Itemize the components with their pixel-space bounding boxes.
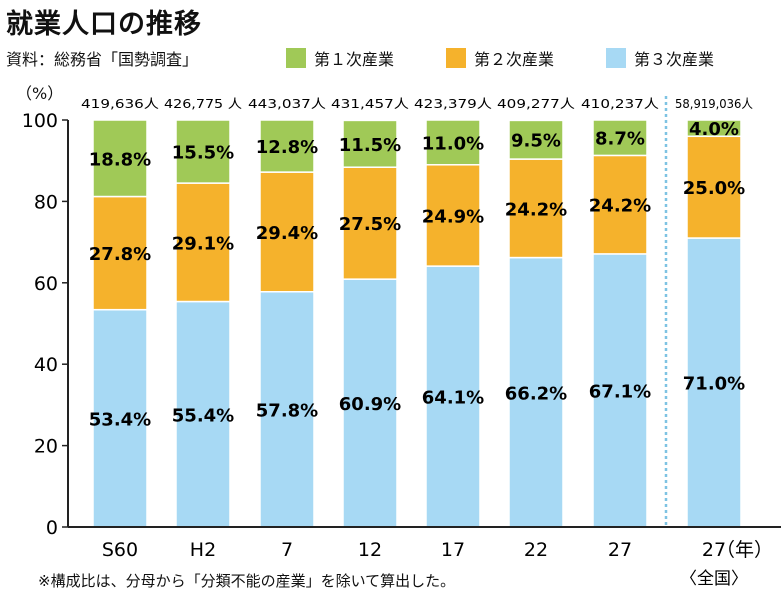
y-tick-label-4: 80: [34, 191, 58, 213]
data-label-4-2: 11.0%: [422, 133, 484, 154]
bar-segment-7-1: [686, 135, 742, 239]
x-tick-label-0: S60: [102, 539, 138, 561]
x-tick-label-6: 27: [608, 539, 632, 561]
source-label: 資料：総務省「国勢調査」: [6, 50, 199, 69]
y-tick-label-2: 40: [34, 354, 58, 376]
bar-segment-4-0: [425, 265, 481, 528]
bar-segment-6-2: [592, 119, 648, 157]
data-label-3-0: 60.9%: [339, 394, 401, 415]
year-unit-label: （年）: [716, 539, 773, 561]
data-label-5-2: 9.5%: [511, 131, 561, 152]
x-tick-label-7: 27: [702, 539, 726, 561]
x-tick-label-2: 7: [281, 539, 293, 561]
bar-segment-6-1: [592, 154, 648, 255]
bar-total-2: 443,037人: [248, 96, 327, 111]
data-label-1-2: 15.5%: [172, 143, 234, 164]
bar-segment-1-0: [175, 300, 231, 528]
data-label-6-2: 8.7%: [595, 129, 645, 150]
legend-label-tertiary: 第３次産業: [634, 50, 715, 69]
data-label-3-2: 11.5%: [339, 135, 401, 156]
bar-segment-2-1: [259, 171, 315, 293]
legend-swatch-primary: [286, 48, 306, 68]
bar-total-1: 426,775 人: [164, 96, 243, 111]
y-tick-label-1: 20: [34, 436, 58, 458]
bar-segment-1-1: [175, 182, 231, 303]
x-tick-label-4: 17: [441, 539, 465, 561]
data-label-6-1: 24.2%: [589, 196, 651, 217]
legend-item-secondary: 第２次産業: [446, 46, 554, 70]
bar-total-6: 410,237人: [581, 96, 660, 111]
data-label-2-0: 57.8%: [256, 400, 318, 421]
legend-label-secondary: 第２次産業: [474, 50, 555, 69]
data-label-7-1: 25.0%: [683, 178, 745, 199]
national-label: 〈全国〉: [680, 569, 748, 589]
bar-segment-2-2: [259, 119, 315, 173]
legend-item-primary: 第１次産業: [286, 46, 394, 70]
data-label-4-0: 64.1%: [422, 388, 484, 409]
y-axis-unit: （%）: [16, 84, 64, 103]
legend-label-primary: 第１次産業: [314, 50, 395, 69]
data-label-1-0: 55.4%: [172, 405, 234, 426]
data-label-7-2: 4.0%: [689, 119, 739, 140]
legend-swatch-secondary: [446, 48, 466, 68]
bar-total-0: 419,636人: [81, 96, 160, 111]
bar-segment-3-1: [342, 166, 398, 280]
x-tick-label-1: H2: [190, 539, 216, 561]
data-label-0-2: 18.8%: [89, 149, 151, 170]
bar-segment-5-0: [508, 256, 564, 528]
data-label-2-2: 12.8%: [256, 137, 318, 158]
data-label-5-0: 66.2%: [505, 383, 567, 404]
data-label-0-0: 53.4%: [89, 409, 151, 430]
data-label-4-1: 24.9%: [422, 206, 484, 227]
bar-total-5: 409,277人: [497, 96, 576, 111]
data-label-6-0: 67.1%: [589, 381, 651, 402]
bar-segment-5-2: [508, 119, 564, 160]
data-label-2-1: 29.4%: [256, 223, 318, 244]
bar-total-3: 431,457人: [331, 96, 410, 111]
legend-item-tertiary: 第３次産業: [606, 46, 714, 70]
bar-segment-3-2: [342, 119, 398, 168]
bar-segment-1-2: [175, 119, 231, 184]
bar-segment-0-2: [92, 119, 148, 198]
footnote: ※構成比は、分母から「分類不能の産業」を除いて算出した。: [38, 572, 456, 590]
bar-segment-2-0: [259, 291, 315, 528]
y-tick-label-0: 0: [46, 517, 58, 539]
data-label-0-1: 27.8%: [89, 244, 151, 265]
bar-segment-7-0: [686, 237, 742, 528]
y-tick-label-3: 60: [34, 273, 58, 295]
bar-segment-3-0: [342, 278, 398, 528]
data-label-7-0: 71.0%: [683, 374, 745, 395]
data-label-1-1: 29.1%: [172, 233, 234, 254]
x-tick-label-3: 12: [358, 539, 382, 561]
bar-segment-4-2: [425, 119, 481, 166]
bar-segment-5-1: [508, 158, 564, 259]
chart-title: 就業人口の推移: [6, 9, 202, 40]
y-tick-label-5: 100: [22, 110, 58, 132]
bar-segment-7-2: [686, 119, 742, 138]
x-tick-label-5: 22: [524, 539, 548, 561]
data-label-3-1: 27.5%: [339, 214, 401, 235]
bar-segment-4-1: [425, 164, 481, 267]
bar-total-7: 58,919,036人: [675, 96, 753, 111]
legend-swatch-tertiary: [606, 48, 626, 68]
bar-total-4: 423,379人: [414, 96, 493, 111]
data-label-5-1: 24.2%: [505, 199, 567, 220]
